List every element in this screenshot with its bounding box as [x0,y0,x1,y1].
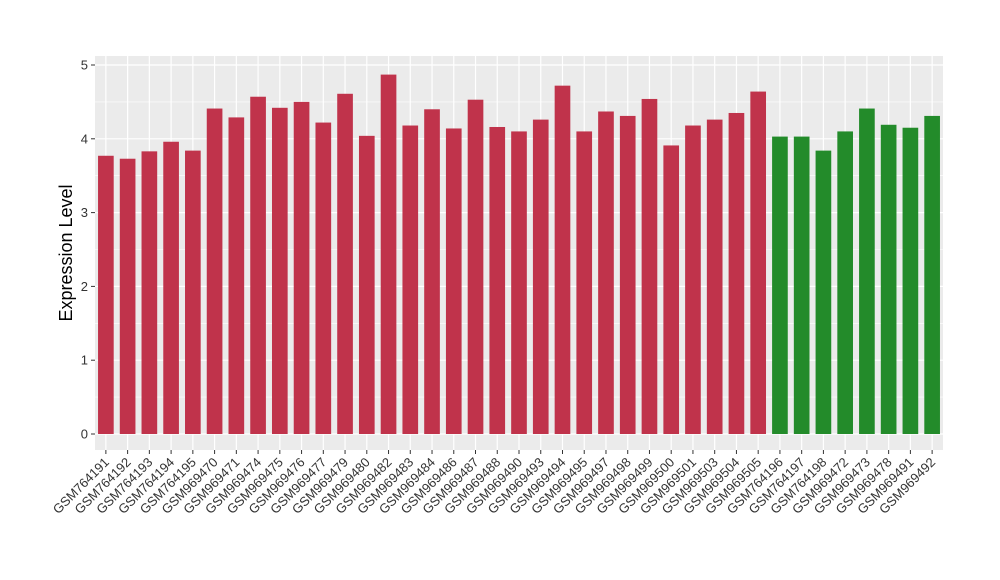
bar-GSM764198 [815,150,832,435]
bar-GSM969503 [706,119,723,435]
bar-GSM764194 [163,141,179,434]
y-tick-label: 4 [81,131,88,146]
bar-GSM764193 [141,151,158,434]
bar-GSM764196 [772,136,788,434]
y-axis: 0 1 2 3 4 5 [81,58,95,442]
bar-GSM969499 [641,98,658,434]
bar-GSM764191 [98,155,114,434]
bar-GSM969494 [554,85,571,434]
y-axis-title: Expression Level [56,184,76,321]
bar-GSM969498 [619,115,636,435]
bar-GSM969500 [663,145,680,434]
bar-GSM969497 [598,111,614,435]
bar-GSM969493 [532,119,549,435]
bar-GSM969471 [228,117,245,435]
bar-GSM969505 [750,91,767,434]
bar-GSM969501 [685,125,701,435]
bar-GSM764197 [793,136,810,434]
bar-GSM764195 [185,150,201,435]
bar-GSM969504 [728,112,745,434]
y-tick-label: 5 [81,58,88,73]
bar-GSM764192 [119,158,136,435]
bar-GSM969488 [489,126,506,435]
bar-GSM969487 [467,99,484,434]
bar-GSM969476 [293,101,310,435]
bar-GSM969483 [402,125,419,435]
y-tick-label: 2 [81,279,88,294]
bar-GSM969475 [271,107,288,435]
bar-GSM969477 [315,122,332,434]
bar-GSM969474 [250,96,266,434]
bar-GSM969473 [859,108,875,434]
bar-GSM969479 [337,93,353,434]
y-tick-label: 0 [81,427,88,442]
bar-GSM969482 [380,74,397,434]
bars [98,74,940,435]
bar-GSM969472 [837,131,853,435]
bar-GSM969495 [576,131,593,435]
y-tick-label: 1 [81,353,88,368]
bar-GSM969470 [206,108,223,434]
x-axis: GSM764191GSM764192GSM764193GSM764194GSM7… [50,450,938,517]
bar-GSM969491 [902,127,919,434]
bar-GSM969484 [424,109,440,434]
bar-GSM969480 [358,135,375,434]
bar-GSM969490 [511,131,527,435]
bar-GSM969486 [445,128,462,434]
bar-GSM969478 [880,124,897,434]
bar-GSM969492 [924,115,940,435]
y-tick-label: 3 [81,205,88,220]
